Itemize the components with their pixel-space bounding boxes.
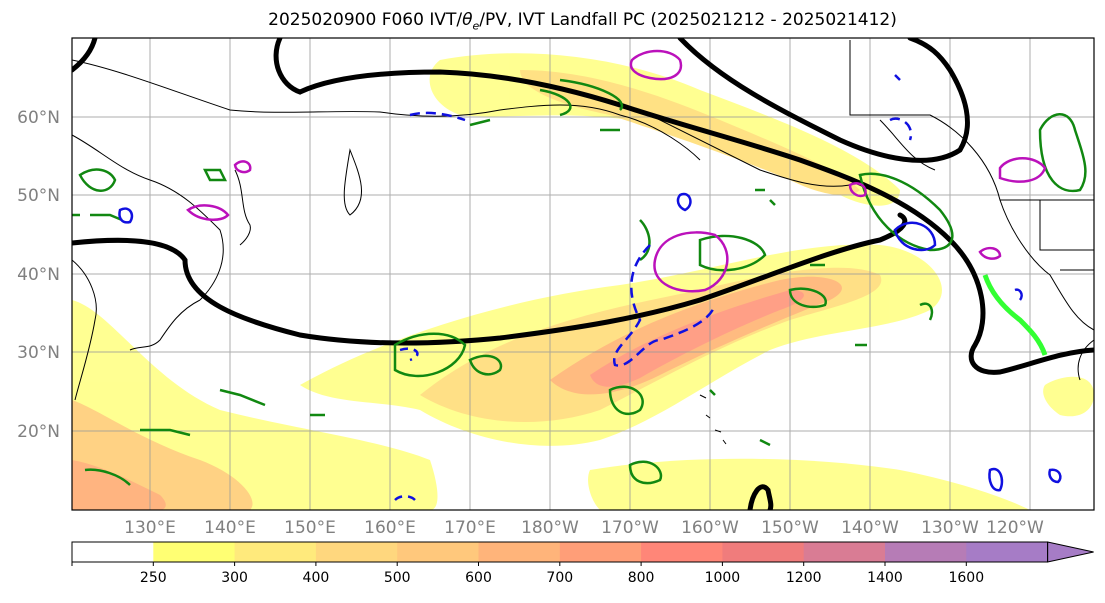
map-title: 2025020900 F060 IVT/θe/PV, IVT Landfall … <box>268 10 897 33</box>
colorbar-segment <box>397 542 479 562</box>
colorbar-segment <box>885 542 967 562</box>
colorbar-tick-label: 300 <box>221 570 248 586</box>
colorbar-segment <box>803 542 886 562</box>
pv-contours <box>72 38 1094 510</box>
colorbar-tick-label: 1000 <box>705 570 741 586</box>
lon-label: 170°E <box>444 518 496 538</box>
colorbar-segment <box>966 542 1049 562</box>
colorbar-segment <box>72 542 154 562</box>
colorbar-extend-arrow <box>1047 541 1094 563</box>
colorbar-segment <box>641 542 723 562</box>
coastlines <box>72 40 1094 445</box>
lon-label: 130°E <box>124 518 176 538</box>
colorbar-segment <box>234 542 317 562</box>
lon-label: 170°W <box>601 518 659 538</box>
colorbar: 250 300 400 500 600 700 800 1000 1200 1400 1600 <box>71 541 1094 586</box>
lat-label: 30°N <box>17 343 60 363</box>
landfall-line <box>982 274 1048 356</box>
lat-label: 60°N <box>17 108 60 128</box>
lon-label: 140°E <box>204 518 256 538</box>
lon-label: 130°W <box>921 518 979 538</box>
latitude-labels: 60°N 50°N 40°N 30°N 20°N <box>17 108 60 442</box>
map-frame <box>71 37 1095 511</box>
lat-label: 40°N <box>17 265 60 285</box>
colorbar-tick-label: 800 <box>628 570 655 586</box>
colorbar-tick-label: 700 <box>546 570 573 586</box>
colorbar-tick-label: 1200 <box>786 570 822 586</box>
colorbar-segment <box>153 542 236 562</box>
lon-label: 180°W <box>521 518 579 538</box>
graticule <box>72 38 1094 510</box>
longitude-labels: 130°E 140°E 150°E 160°E 170°E 180°W 170°… <box>124 518 1044 538</box>
colorbar-tick-label: 400 <box>303 570 330 586</box>
colorbar-tick-label: 500 <box>384 570 411 586</box>
magenta-contours <box>186 49 1047 293</box>
lat-label: 20°N <box>17 422 60 442</box>
colorbar-segment <box>559 542 642 562</box>
colorbar-tick-label: 600 <box>465 570 492 586</box>
lon-label: 150°W <box>761 518 819 538</box>
lon-label: 160°W <box>681 518 739 538</box>
lon-label: 120°W <box>986 518 1044 538</box>
colorbar-segment <box>722 542 805 562</box>
lon-label: 140°W <box>841 518 899 538</box>
pv-anomaly-contours <box>118 74 1062 501</box>
colorbar-tick-label: 1600 <box>948 570 984 586</box>
colorbar-segment <box>478 542 561 562</box>
colorbar-segment <box>315 542 398 562</box>
lon-label: 160°E <box>364 518 416 538</box>
colorbar-tick-label: 1400 <box>867 570 903 586</box>
lat-label: 50°N <box>17 186 60 206</box>
lon-label: 150°E <box>284 518 336 538</box>
colorbar-tick-label: 250 <box>140 570 167 586</box>
theta-e-contours <box>72 78 1087 486</box>
